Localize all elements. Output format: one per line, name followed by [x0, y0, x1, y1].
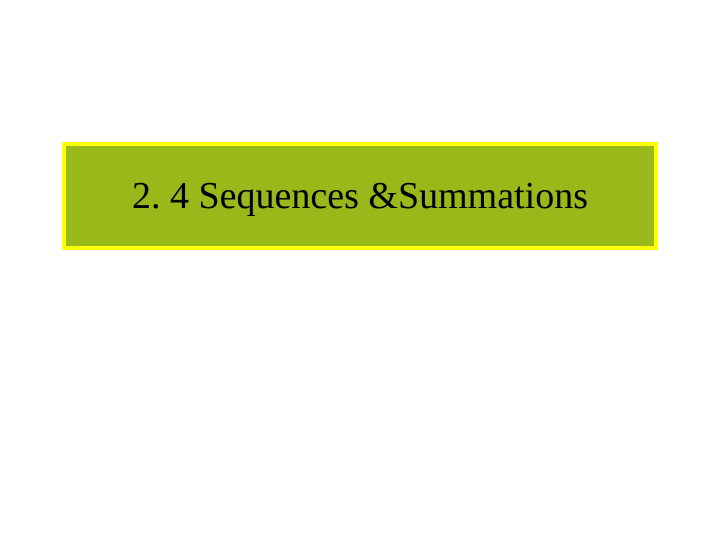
slide-title: 2. 4 Sequences &Summations [132, 174, 588, 218]
title-box: 2. 4 Sequences &Summations [62, 142, 658, 250]
